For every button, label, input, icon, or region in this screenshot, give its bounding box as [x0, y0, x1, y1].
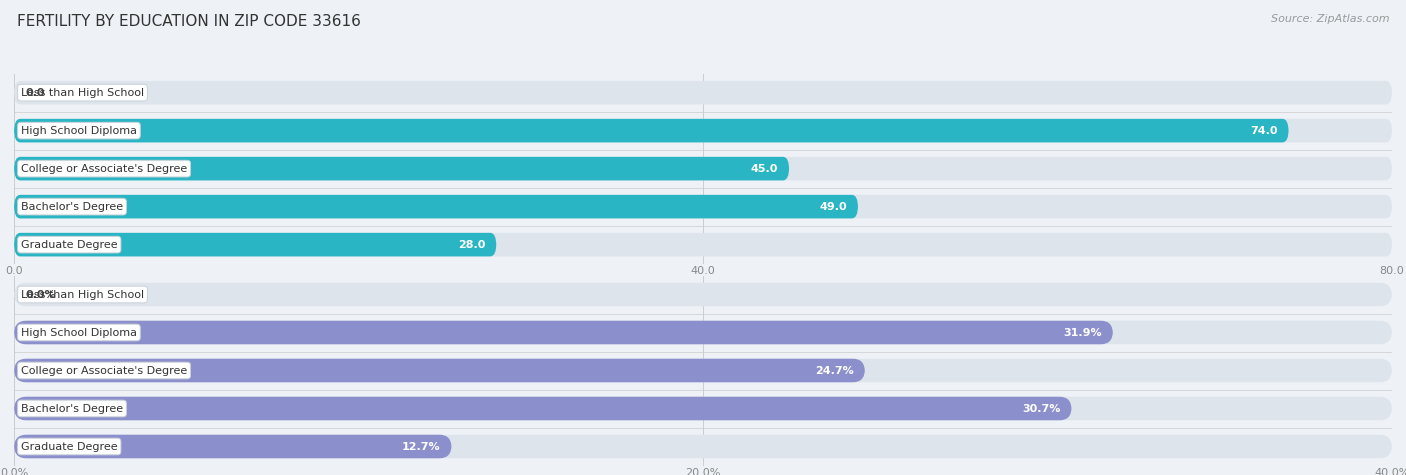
Text: 24.7%: 24.7%	[815, 365, 853, 376]
FancyBboxPatch shape	[14, 119, 1289, 142]
FancyBboxPatch shape	[14, 359, 1392, 382]
FancyBboxPatch shape	[14, 397, 1392, 420]
FancyBboxPatch shape	[14, 435, 451, 458]
Text: High School Diploma: High School Diploma	[21, 125, 136, 136]
FancyBboxPatch shape	[14, 195, 858, 219]
Text: Source: ZipAtlas.com: Source: ZipAtlas.com	[1271, 14, 1389, 24]
FancyBboxPatch shape	[14, 195, 1392, 219]
Text: High School Diploma: High School Diploma	[21, 327, 136, 338]
Text: FERTILITY BY EDUCATION IN ZIP CODE 33616: FERTILITY BY EDUCATION IN ZIP CODE 33616	[17, 14, 361, 29]
Text: Graduate Degree: Graduate Degree	[21, 441, 118, 452]
FancyBboxPatch shape	[14, 233, 496, 256]
Text: 30.7%: 30.7%	[1022, 403, 1060, 414]
Text: 49.0: 49.0	[820, 201, 846, 212]
FancyBboxPatch shape	[14, 397, 1071, 420]
FancyBboxPatch shape	[14, 359, 865, 382]
FancyBboxPatch shape	[14, 321, 1114, 344]
Text: 0.0: 0.0	[25, 87, 45, 98]
Text: 28.0: 28.0	[458, 239, 485, 250]
Text: Less than High School: Less than High School	[21, 289, 143, 300]
FancyBboxPatch shape	[14, 321, 1392, 344]
Text: 12.7%: 12.7%	[402, 441, 440, 452]
FancyBboxPatch shape	[14, 435, 1392, 458]
Text: Graduate Degree: Graduate Degree	[21, 239, 118, 250]
FancyBboxPatch shape	[14, 283, 1392, 306]
FancyBboxPatch shape	[14, 119, 1392, 142]
Text: Bachelor's Degree: Bachelor's Degree	[21, 201, 124, 212]
FancyBboxPatch shape	[14, 81, 1392, 104]
FancyBboxPatch shape	[14, 157, 789, 180]
Text: 0.0%: 0.0%	[25, 289, 56, 300]
FancyBboxPatch shape	[14, 157, 1392, 180]
Text: 74.0: 74.0	[1250, 125, 1278, 136]
Text: College or Associate's Degree: College or Associate's Degree	[21, 365, 187, 376]
FancyBboxPatch shape	[14, 233, 1392, 256]
Text: Less than High School: Less than High School	[21, 87, 143, 98]
Text: 45.0: 45.0	[751, 163, 778, 174]
Text: 31.9%: 31.9%	[1063, 327, 1102, 338]
Text: Bachelor's Degree: Bachelor's Degree	[21, 403, 124, 414]
Text: College or Associate's Degree: College or Associate's Degree	[21, 163, 187, 174]
